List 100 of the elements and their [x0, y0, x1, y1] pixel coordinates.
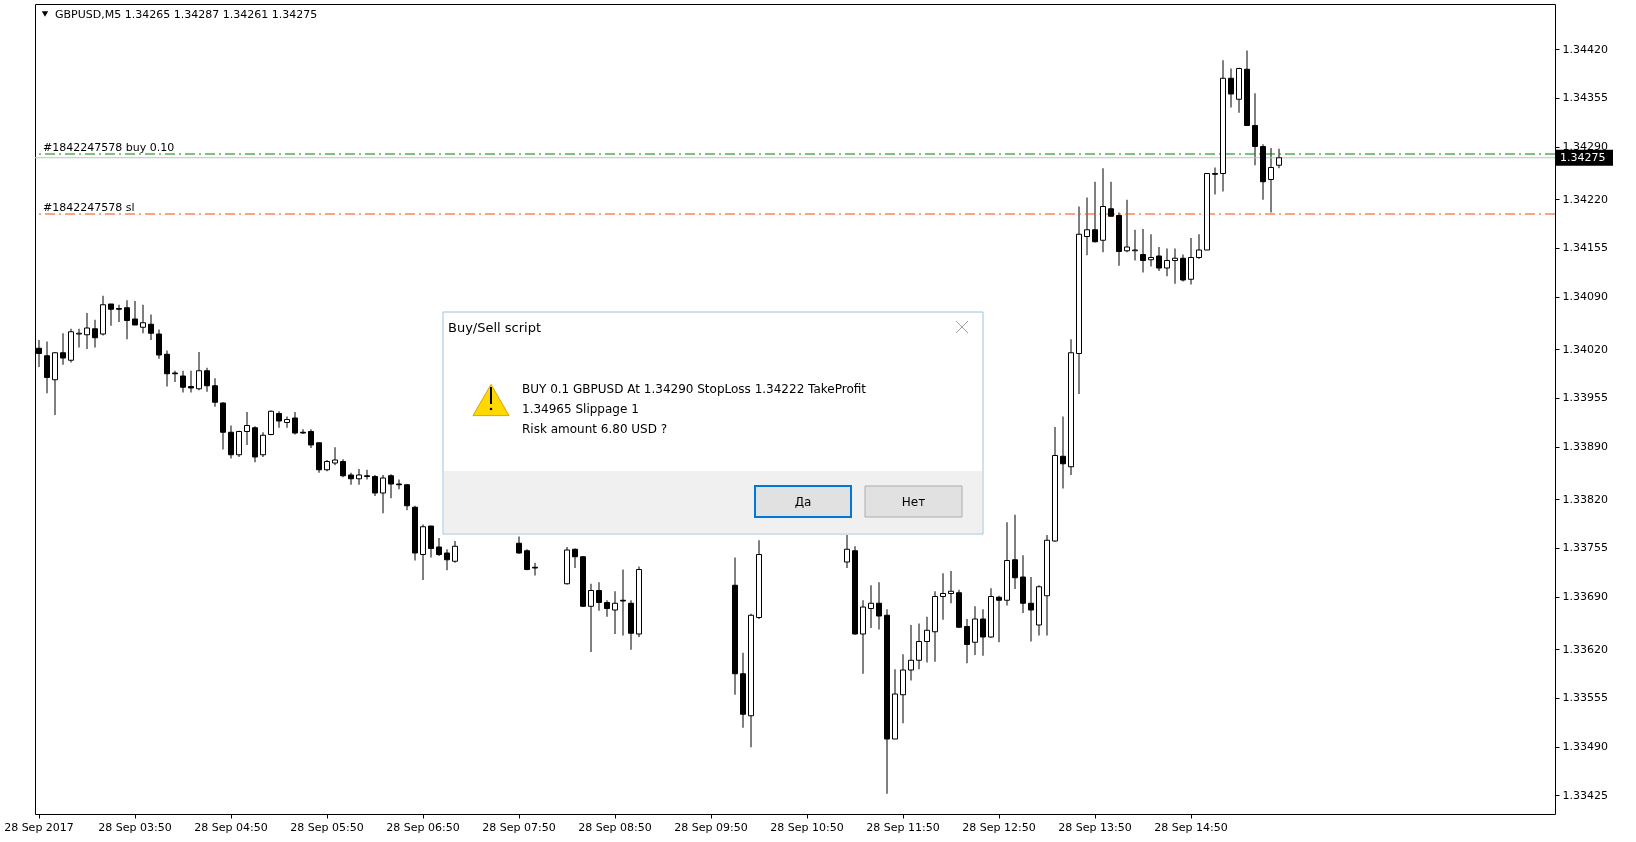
candlestick — [868, 584, 874, 629]
candlestick — [92, 319, 98, 348]
candlestick — [244, 411, 250, 446]
candlestick — [964, 618, 970, 664]
x-tick-label: 28 Sep 14:50 — [1154, 820, 1228, 834]
y-tick-label: 1.33425 — [1562, 788, 1608, 802]
candlestick — [924, 616, 930, 663]
candlestick — [1108, 181, 1114, 217]
candlestick — [996, 595, 1002, 643]
candlestick — [116, 304, 122, 323]
y-tick-label: 1.34420 — [1562, 42, 1608, 56]
x-tick-label: 28 Sep 12:50 — [962, 820, 1036, 834]
candlestick — [612, 590, 618, 635]
candlestick — [1196, 233, 1202, 260]
x-tick-label: 28 Sep 04:50 — [194, 820, 268, 834]
candlestick — [276, 410, 282, 429]
candlestick — [1140, 228, 1146, 273]
candlestick — [1228, 68, 1234, 108]
candlestick — [1276, 148, 1282, 169]
candlestick — [204, 367, 210, 393]
annotation: Risk amount 6.80 USD ? — [522, 422, 668, 436]
candlestick — [188, 370, 194, 393]
candlestick — [372, 474, 378, 497]
y-tick-label: 1.34020 — [1562, 342, 1608, 356]
candlestick — [1172, 248, 1178, 285]
candlestick — [284, 416, 290, 429]
candlestick — [356, 468, 362, 486]
y-tick-label: 1.34090 — [1562, 290, 1608, 303]
candlestick — [124, 299, 130, 340]
y-tick-label: 1.33620 — [1562, 642, 1608, 656]
candlestick — [332, 446, 338, 466]
candlestick — [1028, 576, 1034, 642]
candlestick — [404, 483, 410, 511]
candlestick — [1164, 248, 1170, 277]
candlestick — [172, 370, 178, 383]
chart-title: GBPUSD,M5 1.34265 1.34287 1.34261 1.34275 — [55, 8, 318, 21]
candlestick — [876, 581, 882, 630]
candlestick — [396, 479, 402, 490]
candlestick — [620, 569, 626, 636]
candlestick — [1180, 254, 1186, 282]
candlestick — [308, 428, 314, 449]
candlestick — [1084, 197, 1090, 256]
candlestick — [212, 377, 218, 408]
candlestick — [108, 303, 114, 327]
x-tick-label: 28 Sep 08:50 — [578, 820, 652, 834]
candlestick — [596, 581, 602, 612]
x-tick-label: 28 Sep 11:50 — [866, 820, 940, 834]
x-tick-label: 28 Sep 06:50 — [386, 820, 460, 834]
candlestick — [1188, 237, 1194, 285]
y-tick-label: 1.33555 — [1562, 691, 1608, 705]
candlestick — [156, 329, 162, 360]
candlestick — [436, 537, 442, 557]
y-tick-label: 1.33955 — [1562, 391, 1608, 405]
y-tick-label: 1.34355 — [1562, 91, 1608, 105]
candlestick — [1124, 199, 1130, 253]
text: 1.34275 — [1560, 150, 1606, 164]
candlestick — [260, 431, 266, 458]
candlestick — [180, 370, 186, 393]
candlestick — [76, 328, 82, 348]
candlestick — [364, 469, 370, 480]
candlestick — [1268, 147, 1274, 213]
candlestick — [588, 583, 594, 653]
candlestick — [916, 623, 922, 670]
candlestick — [1156, 246, 1162, 272]
candlestick — [1148, 233, 1154, 267]
annotation: 1.34965 Slippage 1 — [522, 402, 639, 416]
ref-line-label: #1842247578 buy 0.10 — [43, 141, 175, 154]
annotation: Да — [794, 495, 812, 509]
x-tick-label: 28 Sep 07:50 — [482, 820, 556, 834]
candlestick — [844, 534, 850, 569]
candlestick — [140, 304, 146, 334]
candlestick — [940, 572, 946, 621]
x-tick-label: 28 Sep 13:50 — [1058, 820, 1132, 834]
candlestick — [132, 300, 138, 326]
candlestick — [948, 570, 954, 604]
candlestick — [1012, 514, 1018, 590]
y-tick-label: 1.33690 — [1562, 590, 1608, 603]
x-tick-label: 28 Sep 09:50 — [674, 820, 748, 834]
candlestick — [236, 430, 242, 458]
candlestick — [60, 332, 66, 366]
y-tick-label: 1.33490 — [1562, 740, 1608, 753]
candlestick — [452, 540, 458, 564]
y-tick-label: 1.33820 — [1562, 492, 1608, 506]
candlestick — [300, 428, 306, 435]
y-tick-label: 1.34290 — [1562, 140, 1608, 153]
candlestick — [148, 314, 154, 341]
x-tick-label: 28 Sep 2017 — [4, 820, 74, 834]
candlestick — [44, 341, 50, 394]
annotation: Нет — [901, 495, 926, 509]
x-tick-label: 28 Sep 03:50 — [98, 820, 172, 834]
candlestick — [980, 608, 986, 657]
y-tick-label: 1.33755 — [1562, 541, 1608, 555]
ref-line-label: #1842247578 sl — [43, 201, 135, 214]
candlestick — [196, 351, 202, 391]
candlestick — [84, 312, 90, 350]
candlestick — [604, 599, 610, 618]
candlestick — [1212, 167, 1218, 195]
x-tick-label: 28 Sep 10:50 — [770, 820, 844, 834]
y-tick-label: 1.34220 — [1562, 192, 1608, 206]
x-tick-label: 28 Sep 05:50 — [290, 820, 364, 834]
